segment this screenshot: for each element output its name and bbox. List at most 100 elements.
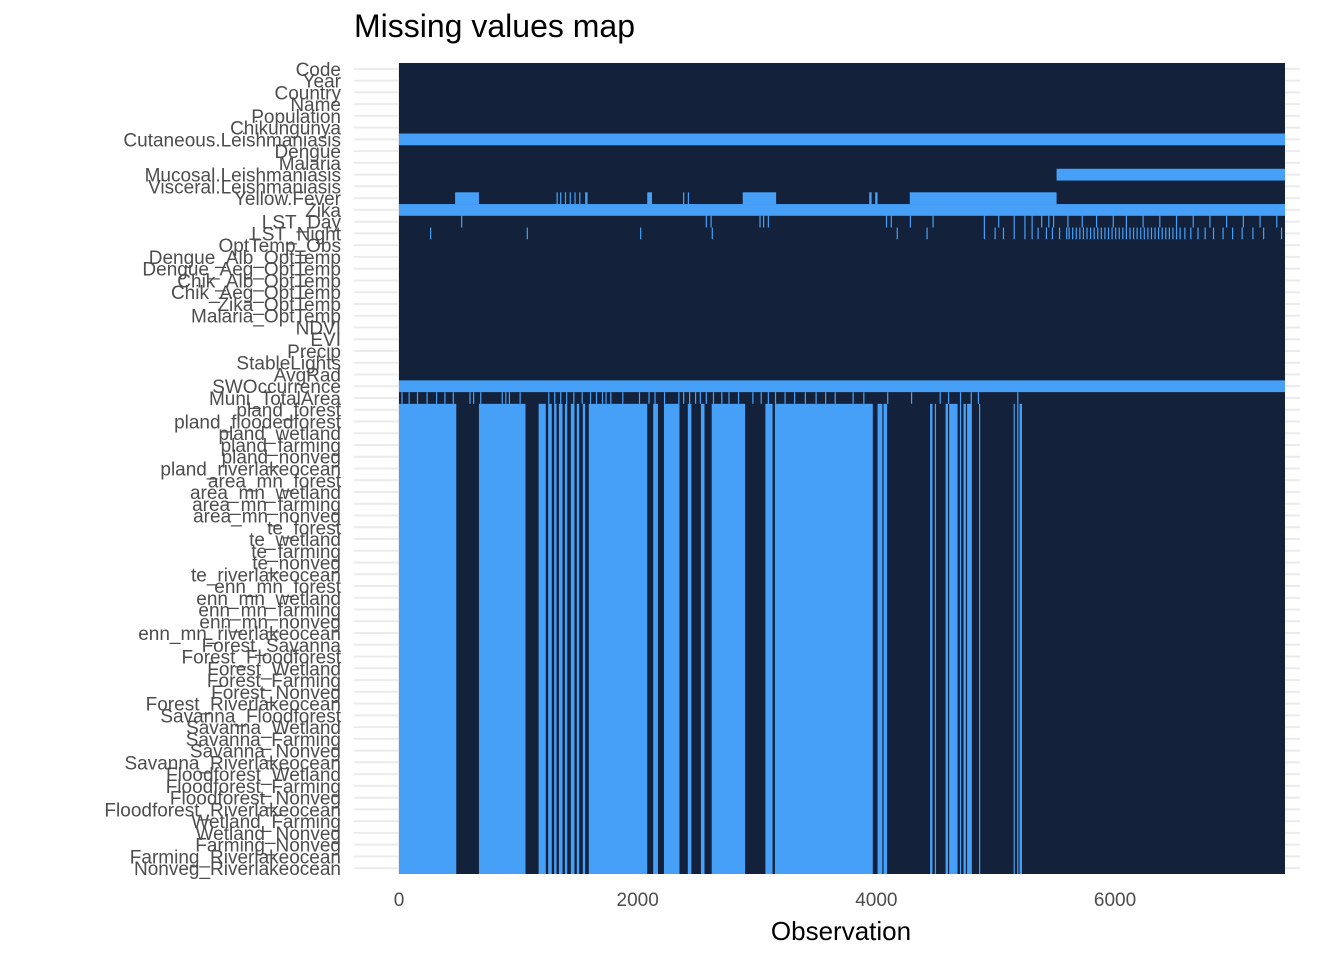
missing-segment [994, 227, 996, 240]
y-tick-label: Chikungunya [230, 119, 341, 140]
missing-segment [784, 392, 786, 404]
missing-segment [852, 392, 854, 404]
y-tick-label: Nonveg_Riverlakeocean [134, 859, 341, 880]
missing-segment [585, 192, 588, 205]
missing-segment [759, 215, 761, 228]
missing-segment [934, 403, 937, 874]
missing-segment [1175, 227, 1178, 240]
y-tick-label: te_riverlakeocean [191, 565, 341, 586]
missing-segment [1100, 227, 1102, 240]
missing-segment [582, 403, 586, 874]
missing-segment [1212, 227, 1215, 240]
y-tick-label: Floodforest_Riverlakeocean [104, 800, 341, 821]
missing-segment [700, 403, 705, 874]
missing-segment [1241, 227, 1243, 240]
y-tick-label: pland_forest [236, 401, 341, 422]
missing-segment [1276, 215, 1278, 228]
y-tick-label: Dengue_Aeg_OptTemp [142, 260, 341, 281]
y-tick-label: area_mn_wetland [190, 483, 341, 504]
missing-segment [721, 392, 723, 404]
x-tick-label: 2000 [617, 890, 659, 911]
missing-segment [564, 403, 568, 874]
missing-segment [1226, 215, 1228, 228]
missing-segment [1086, 227, 1088, 240]
y-tick-label: area_mn_farming [192, 495, 341, 516]
missing-segment [1259, 215, 1261, 228]
y-tick-label: Chik_Alb_OptTemp [177, 271, 341, 292]
y-tick-label: enn_mn_riverlakeocean [138, 624, 341, 645]
missing-segment [959, 403, 962, 874]
missing-segment [762, 215, 765, 228]
missing-segment [647, 192, 653, 205]
missing-segment [804, 392, 806, 404]
missing-segment [926, 227, 928, 240]
missing-segment [737, 392, 740, 404]
missing-segment [1041, 215, 1043, 228]
y-tick-label: Chik_Aeg_OptTemp [171, 283, 341, 304]
missing-segment [638, 392, 641, 404]
missing-segment [478, 403, 526, 874]
missing-segment [760, 392, 762, 404]
missing-segment [1129, 227, 1131, 240]
missing-segment [1051, 227, 1054, 240]
missing-segment [640, 227, 642, 240]
missing-segment [1089, 227, 1092, 240]
missing-segment [1017, 392, 1019, 404]
missing-segment [648, 392, 650, 404]
y-tick-label: Malaria_OptTemp [191, 307, 341, 328]
missing-segment [869, 192, 872, 205]
missing-segment [742, 192, 777, 205]
missing-segment [712, 392, 715, 404]
missing-segment [581, 392, 583, 404]
y-tick-label: Savanna_Nonveg [190, 742, 341, 763]
missing-segment [560, 392, 562, 404]
y-tick-label: Forest_Nonveg [211, 683, 341, 704]
y-tick-label: NDVI [296, 318, 341, 339]
missing-segment [1037, 227, 1039, 240]
missing-segment [1097, 227, 1099, 240]
missing-segment [1066, 227, 1068, 240]
missing-segment [1158, 227, 1160, 240]
missing-segment [1179, 227, 1181, 240]
missing-segment [1142, 215, 1144, 228]
missing-segment [455, 192, 479, 205]
heatmap-cells [399, 63, 1285, 874]
y-tick-label: Malaria [279, 154, 342, 175]
missing-segment [435, 392, 438, 404]
y-tick-label: Yellow.Fever [234, 189, 342, 210]
missing-segment [825, 392, 827, 404]
y-tick-label: Dengue_Alb_OptTemp [149, 248, 341, 269]
missing-segment [569, 192, 571, 205]
missing-segment [472, 392, 475, 404]
missing-segment [683, 192, 685, 205]
missing-segment [1192, 215, 1194, 228]
y-tick-label: Country [274, 83, 341, 104]
missing-segment [1136, 227, 1138, 240]
y-tick-label: Muni_TotalArea [209, 389, 341, 410]
missing-segment [416, 392, 419, 404]
y-tick-label: OptTemp_Obs [219, 236, 342, 257]
missing-segment [1048, 215, 1050, 228]
missing-segment [1045, 227, 1048, 240]
missing-segment [558, 403, 563, 874]
y-tick-label: Zika [305, 201, 341, 222]
missing-segment [1107, 227, 1110, 240]
missing-segment [1058, 227, 1061, 240]
missing-segment [687, 403, 692, 874]
missing-segment [1093, 227, 1095, 240]
missing-segment [983, 215, 985, 228]
missing-segment [1082, 227, 1085, 240]
missing-segment [595, 392, 598, 404]
missing-segment [408, 392, 410, 404]
missing-segment [505, 392, 507, 404]
missing-segment [399, 204, 1285, 216]
missing-segment [444, 392, 446, 404]
y-tick-label: Mucosal.Leishmaniasis [145, 166, 341, 187]
missing-segment [1184, 227, 1186, 240]
missing-segment [1172, 227, 1174, 240]
missing-segment [519, 392, 521, 404]
missing-segment [576, 403, 580, 874]
y-tick-label: Savanna_Floodforest [160, 706, 341, 727]
y-tick-label: Forest_Riverlakeocean [146, 695, 341, 716]
missing-segment [979, 403, 981, 874]
